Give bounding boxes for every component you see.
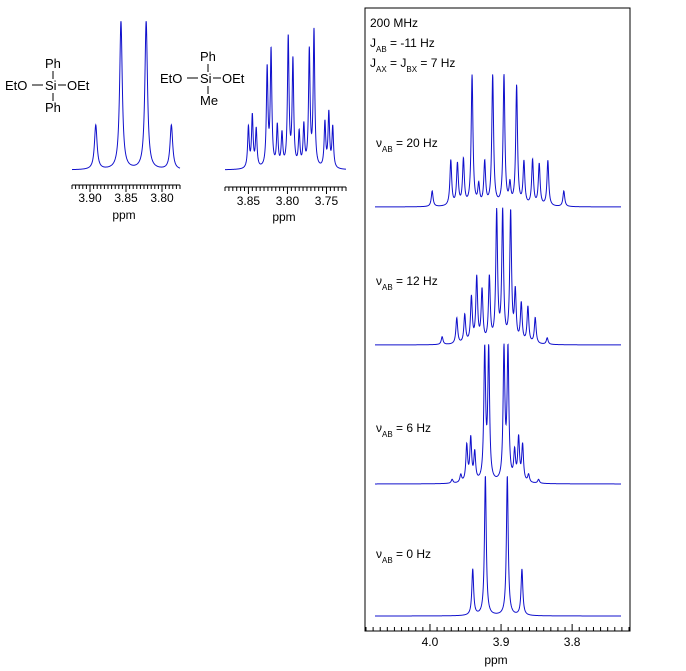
simulation-series-3: νAB = 0 Hz <box>375 475 621 617</box>
spectrum-1-axis-tick-label: 3.85 <box>114 191 138 205</box>
simulation-xlabel: ppm <box>484 653 507 667</box>
spectrum-2-axis: 3.85 3.80 3.75 <box>224 186 347 208</box>
spectrum-1-xlabel: ppm <box>112 208 135 222</box>
spectrum-2-axis-tick-label: 3.80 <box>276 194 300 208</box>
spectrum-1: 3.90 3.85 3.80 ppm <box>71 21 181 222</box>
spectrum-1-axis-tick-label: 3.90 <box>78 191 102 205</box>
simulation-label-0: νAB = 20 Hz <box>376 136 438 154</box>
simulation-axis-tick-label: 3.9 <box>493 635 510 649</box>
spectrum-1-trace <box>72 21 181 171</box>
simulation-axis-tick-label: 4.0 <box>422 635 439 649</box>
simulation-series-group: νAB = 20 Hz νAB = 12 Hz νAB = 6 Hz νAB = 0 … <box>375 74 621 617</box>
simulation-frame <box>364 7 631 632</box>
spectrum-1-axis-tick-label: 3.80 <box>150 191 174 205</box>
mol1-left-group: EtO <box>5 78 27 93</box>
mol2-bottom-group: Me <box>200 93 218 108</box>
simulation-label-1: νAB = 12 Hz <box>376 274 438 292</box>
mol2-center-atom: Si <box>200 71 212 86</box>
simulation-trace-1 <box>375 207 621 346</box>
spectrum-2-axis-tick-label: 3.75 <box>315 194 339 208</box>
molecule-diphenyldiethoxysilane: Ph EtO Si OEt Ph <box>5 56 90 115</box>
mol2-right-group: OEt <box>222 71 245 86</box>
simulation-trace-3 <box>375 475 621 617</box>
simulation-series-2: νAB = 6 Hz <box>375 343 621 485</box>
mol2-top-group: Ph <box>200 49 216 64</box>
molecule-phenylmethyldiethoxysilane: Ph EtO Si OEt Me <box>160 49 245 108</box>
mol1-center-atom: Si <box>45 78 57 93</box>
mol1-bottom-group: Ph <box>45 100 61 115</box>
spectrum-2-axis-tick-label: 3.85 <box>237 194 261 208</box>
mol1-top-group: Ph <box>45 56 61 71</box>
simulation-axis: 4.0 3.9 3.8 <box>365 624 630 649</box>
sim-header-jax-jbx: JAX = JBX = 7 Hz <box>370 56 455 74</box>
sim-header-frequency: 200 MHz <box>370 16 418 30</box>
mol2-left-group: EtO <box>160 71 182 86</box>
simulation-trace-0 <box>375 74 621 208</box>
mol1-right-group: OEt <box>67 78 90 93</box>
spectrum-2: 3.85 3.80 3.75 ppm <box>224 27 347 224</box>
simulation-series-0: νAB = 20 Hz <box>375 74 621 208</box>
simulation-label-3: νAB = 0 Hz <box>376 547 431 565</box>
spectrum-1-axis: 3.90 3.85 3.80 <box>71 184 181 205</box>
simulation-series-1: νAB = 12 Hz <box>375 207 621 346</box>
simulation-axis-tick-label: 3.8 <box>564 635 581 649</box>
spectrum-2-trace <box>225 27 347 171</box>
simulation-panel: 200 MHz JAB = -11 Hz JAX = JBX = 7 Hz νA… <box>364 7 631 667</box>
simulation-trace-2 <box>375 343 621 485</box>
spectrum-2-xlabel: ppm <box>272 210 295 224</box>
simulation-label-2: νAB = 6 Hz <box>376 421 431 439</box>
sim-header-jab: JAB = -11 Hz <box>370 36 435 54</box>
